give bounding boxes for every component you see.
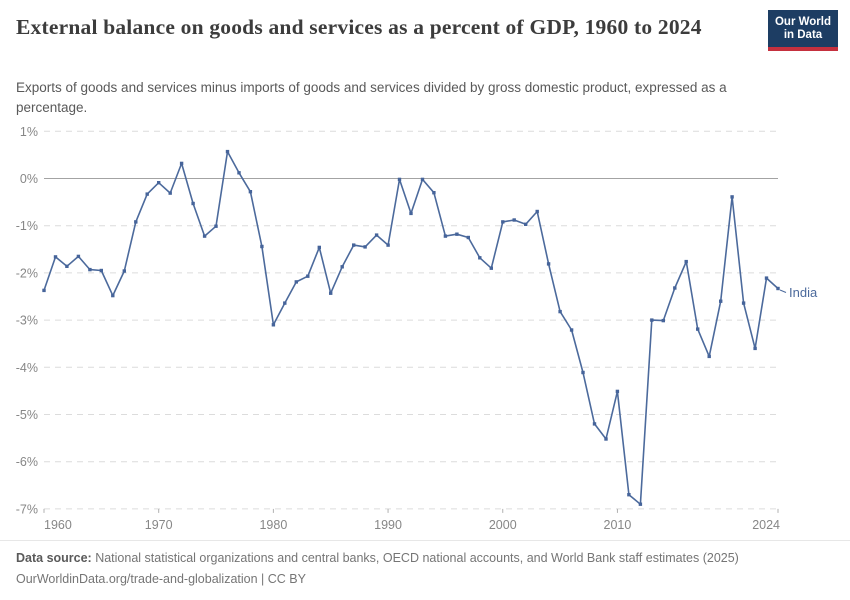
data-point[interactable] (673, 286, 677, 290)
data-point[interactable] (696, 327, 700, 331)
y-axis-tick-label: -5% (16, 408, 38, 422)
chart-footer: Data source: National statistical organi… (0, 540, 850, 600)
data-source-line: Data source: National statistical organi… (0, 548, 850, 569)
data-point[interactable] (363, 245, 367, 249)
data-point[interactable] (478, 256, 482, 260)
data-point[interactable] (260, 244, 264, 249)
series-label-india[interactable]: India (789, 285, 818, 300)
data-point[interactable] (432, 191, 436, 195)
data-point[interactable] (111, 293, 115, 298)
data-point[interactable] (65, 264, 69, 268)
y-axis-tick-label: -2% (16, 266, 38, 280)
data-source-text: National statistical organizations and c… (91, 551, 739, 565)
x-axis-tick-label: 2000 (489, 518, 517, 532)
data-point[interactable] (501, 220, 505, 224)
data-point[interactable] (615, 389, 620, 394)
owid-link[interactable]: OurWorldinData.org/trade-and-globalizati… (16, 572, 306, 586)
data-point[interactable] (214, 224, 218, 228)
data-point[interactable] (329, 291, 333, 295)
data-point[interactable] (340, 265, 344, 269)
series-label-connector (779, 289, 787, 293)
data-point[interactable] (684, 259, 688, 264)
data-point[interactable] (237, 171, 241, 175)
data-point[interactable] (179, 161, 184, 166)
data-point[interactable] (53, 255, 58, 259)
data-point[interactable] (420, 177, 425, 182)
y-axis-tick-label: -7% (16, 502, 38, 516)
y-axis-tick-label: -1% (16, 219, 38, 233)
data-point[interactable] (592, 422, 597, 426)
data-point[interactable] (42, 288, 46, 293)
y-axis-tick-label: 0% (20, 172, 38, 186)
data-point[interactable] (168, 191, 172, 195)
x-axis-tick-label: 1980 (259, 518, 287, 532)
data-point[interactable] (145, 192, 149, 196)
x-axis-tick-label: 1970 (145, 518, 173, 532)
data-point[interactable] (558, 309, 562, 314)
data-point[interactable] (569, 328, 574, 332)
data-point[interactable] (638, 502, 643, 506)
chart-subtitle: Exports of goods and services minus impo… (16, 80, 727, 115)
y-axis-tick-label: -6% (16, 455, 38, 469)
data-point[interactable] (455, 232, 459, 236)
data-point[interactable] (443, 234, 448, 238)
owid-logo-line1: Our World (774, 16, 831, 28)
data-point[interactable] (76, 254, 81, 259)
data-point[interactable] (191, 201, 195, 206)
x-axis-tick-label: 1960 (44, 518, 72, 532)
data-point[interactable] (225, 149, 230, 154)
data-point[interactable] (386, 243, 390, 247)
data-point[interactable] (627, 493, 631, 497)
data-point[interactable] (535, 209, 539, 214)
data-point[interactable] (317, 245, 321, 250)
data-point[interactable] (661, 318, 665, 323)
data-point[interactable] (122, 269, 126, 273)
data-point[interactable] (489, 266, 493, 270)
data-point[interactable] (466, 235, 470, 240)
y-axis-tick-label: -3% (16, 314, 38, 328)
data-line-india[interactable] (43, 150, 779, 506)
data-point[interactable] (730, 195, 734, 199)
data-point[interactable] (352, 243, 356, 247)
data-point[interactable] (753, 346, 757, 351)
data-point[interactable] (581, 370, 585, 375)
x-axis-tick-label: 1990 (374, 518, 402, 532)
data-source-label: Data source: (16, 551, 92, 565)
data-point[interactable] (397, 177, 402, 182)
data-point[interactable] (776, 286, 780, 291)
data-point[interactable] (88, 267, 92, 272)
data-point[interactable] (764, 276, 769, 280)
data-point[interactable] (512, 218, 516, 222)
data-point[interactable] (741, 301, 746, 305)
data-point[interactable] (707, 354, 711, 359)
data-point[interactable] (283, 301, 287, 305)
data-point[interactable] (409, 211, 413, 216)
data-point[interactable] (134, 220, 138, 224)
data-point[interactable] (271, 323, 276, 327)
data-point[interactable] (719, 299, 723, 303)
owid-logo-line2: in Data (783, 29, 823, 41)
data-point[interactable] (374, 233, 379, 237)
data-point[interactable] (546, 262, 551, 266)
data-point[interactable] (650, 318, 654, 322)
data-point[interactable] (99, 268, 103, 273)
data-point[interactable] (524, 222, 528, 226)
y-axis-tick-label: -4% (16, 361, 38, 375)
data-point[interactable] (294, 280, 298, 284)
x-axis-tick-label: 2024 (752, 518, 780, 532)
data-point[interactable] (306, 274, 310, 278)
owid-logo: Our World in Data (768, 10, 838, 51)
x-axis-tick-label: 2010 (604, 518, 632, 532)
page-title: External balance on goods and services a… (16, 15, 702, 39)
data-point[interactable] (248, 190, 253, 194)
data-point[interactable] (157, 181, 161, 185)
data-point[interactable] (604, 437, 608, 441)
y-axis-tick-label: 1% (20, 125, 38, 139)
data-point[interactable] (202, 234, 207, 238)
